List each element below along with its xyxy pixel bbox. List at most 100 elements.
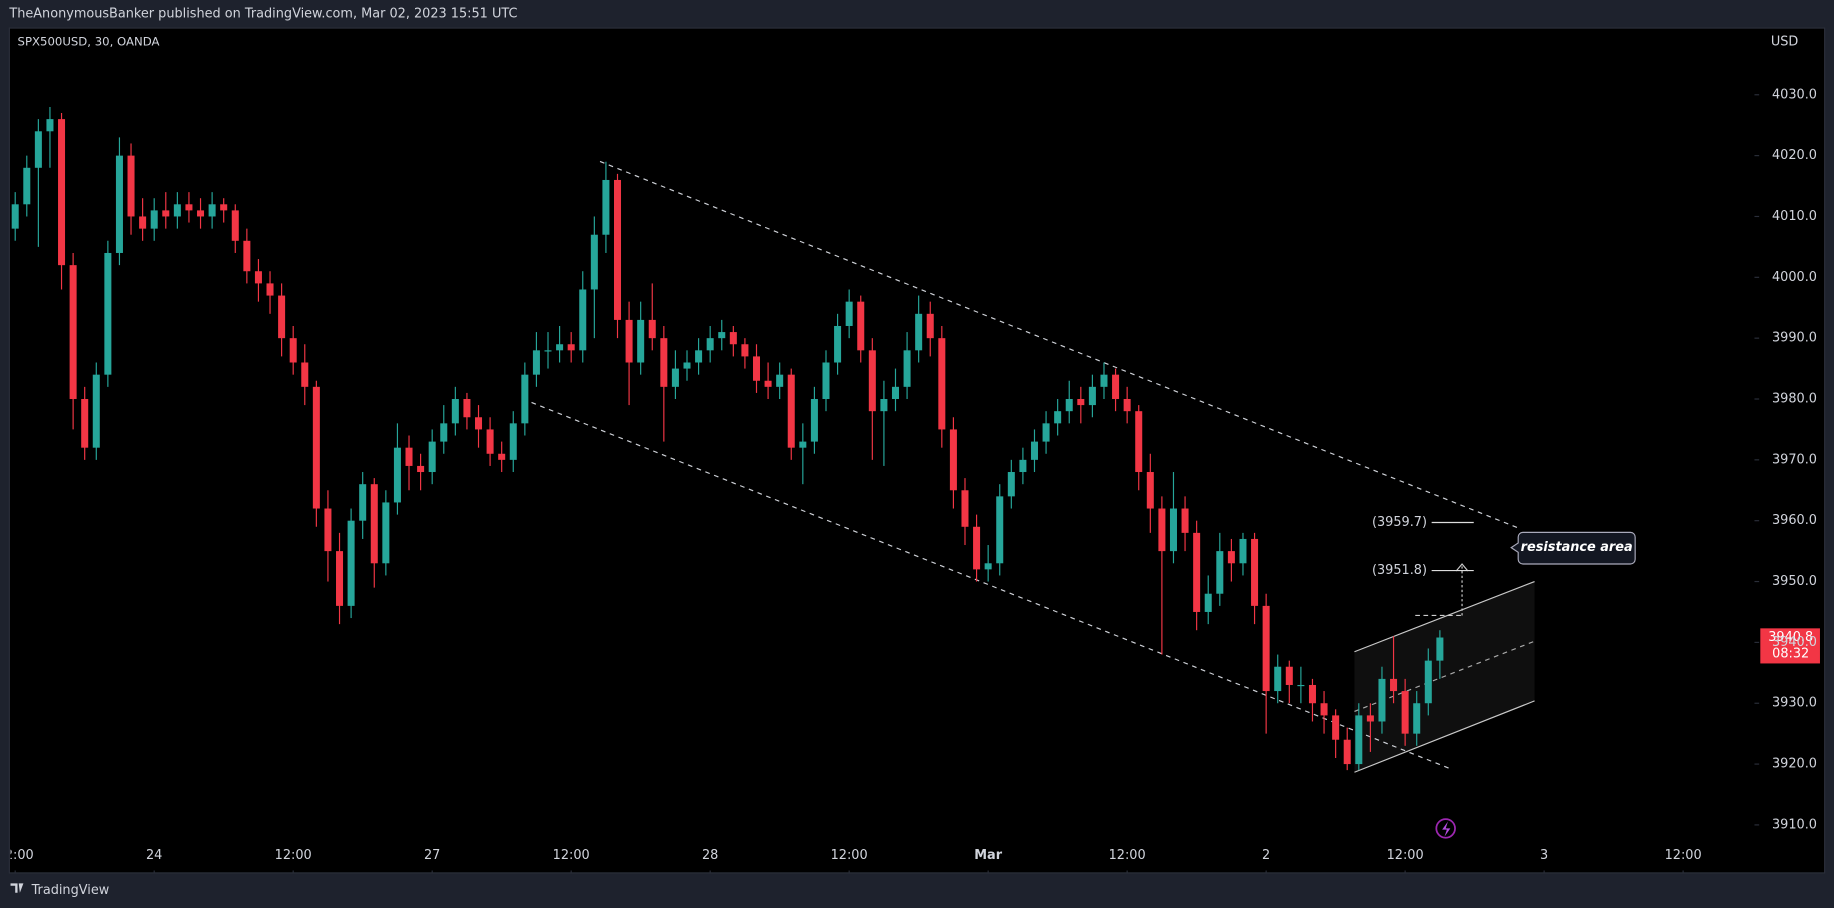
candle-body xyxy=(845,301,853,326)
x-tick-label: 27 xyxy=(424,848,440,863)
candle-body xyxy=(973,526,981,570)
candle-body xyxy=(637,319,645,363)
candle-body xyxy=(683,362,691,369)
candle-body xyxy=(1030,441,1038,460)
candle-body xyxy=(718,332,726,339)
x-tick-label: 12:00 xyxy=(275,848,312,863)
y-tick-label: 3940.0 xyxy=(1772,635,1817,650)
candle-body xyxy=(440,423,448,442)
candle-body xyxy=(370,484,378,564)
y-tick-label: 3920.0 xyxy=(1772,757,1817,772)
candle-body xyxy=(104,252,112,375)
candle-body xyxy=(185,204,193,211)
channel-top xyxy=(1354,580,1535,653)
candle-body xyxy=(197,210,205,217)
candle-body xyxy=(776,374,784,387)
candle-body xyxy=(23,167,31,205)
candle-body xyxy=(509,423,517,460)
alert-bolt xyxy=(1442,821,1451,837)
candle-body xyxy=(463,399,471,418)
y-tick-label: 3960.0 xyxy=(1772,513,1817,528)
candle-body xyxy=(613,179,622,320)
candle-body xyxy=(521,374,529,424)
candle-body xyxy=(127,155,135,217)
candle-body xyxy=(1065,399,1073,412)
candle-body xyxy=(602,179,610,235)
candle-body xyxy=(822,362,830,400)
candle-body xyxy=(1169,508,1177,552)
footer-brand: TradingView xyxy=(31,883,110,898)
candle-body xyxy=(312,386,320,509)
candle-body xyxy=(1216,551,1224,594)
candle-body xyxy=(1019,459,1027,473)
alert-icon[interactable] xyxy=(1435,818,1456,839)
candle-body xyxy=(961,490,969,527)
candle-body xyxy=(1146,472,1154,509)
candle-body xyxy=(243,240,251,272)
candle-body xyxy=(532,350,540,375)
last-price: 3940.8 xyxy=(1768,630,1813,645)
candle-body xyxy=(254,271,262,284)
candle-body xyxy=(903,350,911,387)
candle-body xyxy=(857,301,865,351)
x-tick-label: 12:00 xyxy=(831,848,868,863)
candle-body xyxy=(590,234,598,290)
trendline-lower xyxy=(522,398,1451,770)
y-tick-label: 4000.0 xyxy=(1772,270,1817,285)
candle-body xyxy=(926,313,934,339)
candle-body xyxy=(1042,423,1050,442)
y-tick-label: 4020.0 xyxy=(1772,148,1817,163)
candle-body xyxy=(1308,684,1316,704)
candle-body xyxy=(336,551,344,606)
chart-area xyxy=(8,27,1826,874)
candle-body xyxy=(752,356,761,381)
candle-body xyxy=(1355,715,1363,765)
y-tick-label: 3910.0 xyxy=(1772,817,1817,832)
candle-body xyxy=(1390,678,1398,692)
candle-body xyxy=(1413,703,1421,734)
candle-body xyxy=(1239,538,1247,564)
level-label: (3959.7) xyxy=(1372,515,1427,530)
candle-body xyxy=(1204,593,1212,612)
x-tick-label: 3 xyxy=(1540,848,1548,863)
currency: USD xyxy=(1771,35,1799,50)
x-tick-label: 12:00 xyxy=(553,848,590,863)
level-label: (3951.8) xyxy=(1372,563,1427,578)
candle-body xyxy=(231,210,239,241)
candle-body xyxy=(405,447,413,466)
candle-body xyxy=(34,131,42,168)
candle-body xyxy=(173,204,181,217)
candle-body xyxy=(11,204,19,229)
x-tick-label: 2 xyxy=(1262,848,1270,863)
candle-body xyxy=(208,204,216,217)
candle-body xyxy=(787,374,795,448)
callout-text: resistance area xyxy=(1521,540,1633,555)
candle-body xyxy=(810,399,818,442)
candle-body xyxy=(868,350,876,412)
x-tick-label: 12:00 xyxy=(1387,848,1424,863)
candle-body xyxy=(278,295,286,339)
candle-body xyxy=(567,344,575,351)
candle-body xyxy=(996,496,1004,564)
candle-body xyxy=(162,210,170,217)
symbol: SPX500USD, 30, OANDA xyxy=(18,35,160,49)
candle-body xyxy=(220,204,228,211)
x-tick-label: 12:00 xyxy=(1109,848,1146,863)
y-tick-label: 3950.0 xyxy=(1772,574,1817,589)
candle-body xyxy=(1054,411,1062,424)
candle-body xyxy=(417,465,425,473)
candle-body xyxy=(1007,472,1015,497)
candle-body xyxy=(451,399,459,424)
price-label-box xyxy=(1760,628,1820,664)
candle-body xyxy=(1251,538,1259,606)
candle-body xyxy=(1285,666,1293,685)
candle-body xyxy=(1401,691,1409,734)
published-line: TheAnonymousBanker published on TradingV… xyxy=(8,7,517,22)
y-tick-label: 3990.0 xyxy=(1772,331,1817,346)
candle-body xyxy=(1088,386,1096,406)
callout-box xyxy=(1510,531,1636,565)
candle-body xyxy=(671,368,679,387)
x-tick-label: 12:00 xyxy=(0,848,34,863)
candle-body xyxy=(1332,715,1340,740)
y-tick-label: 4010.0 xyxy=(1772,209,1817,224)
